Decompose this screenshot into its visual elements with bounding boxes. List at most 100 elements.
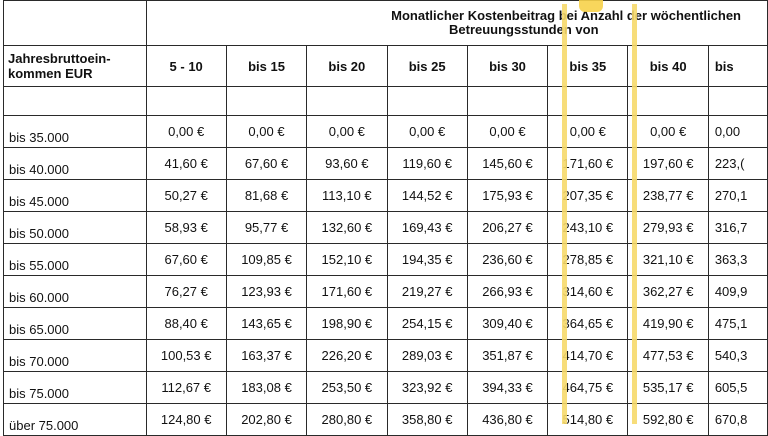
fee-cell: 0,00 €	[547, 115, 629, 148]
fee-cell: 219,27 €	[386, 275, 468, 308]
fee-cell: 0,00 €	[386, 115, 468, 148]
fee-cell: 540,3	[707, 339, 768, 372]
header-corner	[3, 0, 147, 46]
fee-cell: 253,50 €	[306, 371, 388, 404]
fee-cell: 0,00 €	[306, 115, 388, 148]
fee-cell: 145,60 €	[466, 147, 549, 180]
table-row: bis 75.000 112,67 €183,08 €253,50 €323,92…	[3, 371, 768, 404]
fee-cell: 194,35 €	[386, 243, 468, 276]
fee-cell: 88,40 €	[145, 307, 227, 340]
column-header: bis 15	[225, 45, 308, 87]
fee-cell: 279,93 €	[627, 211, 709, 244]
table-row: bis 60.000 76,27 €123,93 €171,60 €219,27 …	[3, 275, 768, 308]
table-row: bis 45.000 50,27 €81,68 €113,10 €144,52 €…	[3, 179, 768, 212]
fee-cell: 202,80 €	[225, 403, 308, 436]
fee-cell: 362,27 €	[627, 275, 709, 308]
fee-cell: 278,85 €	[547, 243, 629, 276]
table-row: bis 40.000 41,60 €67,60 €93,60 €119,60 €1…	[3, 147, 768, 180]
column-header: 5 - 10	[145, 45, 227, 87]
fee-cell: 314,60 €	[547, 275, 629, 308]
fee-cell: 197,60 €	[627, 147, 709, 180]
fee-cell: 316,7	[707, 211, 768, 244]
fee-cell: 351,87 €	[466, 339, 549, 372]
fee-cell: 198,90 €	[306, 307, 388, 340]
fee-cell: 67,60 €	[225, 147, 308, 180]
fee-cell: 144,52 €	[386, 179, 468, 212]
fee-cell: 414,70 €	[547, 339, 629, 372]
table-row: bis 35.000 0,00 €0,00 €0,00 €0,00 €0,00 €…	[3, 115, 768, 148]
column-header: bis 25	[386, 45, 468, 87]
fee-cell: 236,60 €	[466, 243, 549, 276]
table-row: bis 50.000 58,93 €95,77 €132,60 €169,43 €…	[3, 211, 768, 244]
highlight-marker-top	[579, 0, 603, 12]
fee-cell: 592,80 €	[627, 403, 709, 436]
fee-cell: 76,27 €	[145, 275, 227, 308]
fee-cell: 95,77 €	[225, 211, 308, 244]
fee-cell: 605,5	[707, 371, 768, 404]
fee-cell: 243,10 €	[547, 211, 629, 244]
fee-cell: 514,80 €	[547, 403, 629, 436]
fee-cell: 535,17 €	[627, 371, 709, 404]
fee-cell: 670,8	[707, 403, 768, 436]
fee-cell: 266,93 €	[466, 275, 549, 308]
fee-cell: 464,75 €	[547, 371, 629, 404]
fee-cell: 0,00 €	[225, 115, 308, 148]
fee-cell: 0,00	[707, 115, 768, 148]
fee-cell: 143,65 €	[225, 307, 308, 340]
fee-cell: 238,77 €	[627, 179, 709, 212]
fee-cell: 280,80 €	[306, 403, 388, 436]
fee-cell: 206,27 €	[466, 211, 549, 244]
fee-cell: 477,53 €	[627, 339, 709, 372]
income-bracket-label: bis 45.000	[3, 179, 147, 212]
fee-cell: 358,80 €	[386, 403, 468, 436]
fee-table: Monatlicher Kostenbeitrag bei Anzahl der…	[3, 0, 768, 436]
income-column-header: Jahresbruttoein-kommen EUR	[3, 45, 147, 87]
fee-cell: 289,03 €	[386, 339, 468, 372]
column-header: bis	[707, 45, 768, 87]
fee-cell: 394,33 €	[466, 371, 549, 404]
fee-cell: 81,68 €	[225, 179, 308, 212]
fee-cell: 436,80 €	[466, 403, 549, 436]
table-row: bis 55.000 67,60 €109,85 €152,10 €194,35 …	[3, 243, 768, 276]
fee-cell: 363,3	[707, 243, 768, 276]
income-bracket-label: über 75.000	[3, 403, 147, 436]
table-row: bis 70.000 100,53 €163,37 €226,20 €289,03…	[3, 339, 768, 372]
fee-cell: 93,60 €	[306, 147, 388, 180]
fee-cell: 123,93 €	[225, 275, 308, 308]
fee-cell: 0,00 €	[627, 115, 709, 148]
fee-cell: 171,60 €	[547, 147, 629, 180]
fee-cell: 223,(	[707, 147, 768, 180]
column-header: bis 40	[627, 45, 709, 87]
fee-cell: 270,1	[707, 179, 768, 212]
fee-cell: 207,35 €	[547, 179, 629, 212]
group-header-line2: Betreuungsstunden von	[449, 22, 599, 37]
column-header: bis 20	[306, 45, 388, 87]
fee-cell: 475,1	[707, 307, 768, 340]
fee-cell: 124,80 €	[145, 403, 227, 436]
fee-cell: 175,93 €	[466, 179, 549, 212]
income-bracket-label: bis 65.000	[3, 307, 147, 340]
fee-cell: 67,60 €	[145, 243, 227, 276]
fee-cell: 309,40 €	[466, 307, 549, 340]
fee-cell: 419,90 €	[627, 307, 709, 340]
fee-cell: 171,60 €	[306, 275, 388, 308]
income-bracket-label: bis 70.000	[3, 339, 147, 372]
income-bracket-label: bis 35.000	[3, 115, 147, 148]
income-bracket-label: bis 55.000	[3, 243, 147, 276]
fee-cell: 41,60 €	[145, 147, 227, 180]
fee-cell: 0,00 €	[145, 115, 227, 148]
empty-row	[3, 86, 768, 116]
table-row: über 75.000 124,80 €202,80 €280,80 €358,8…	[3, 403, 768, 436]
fee-cell: 364,65 €	[547, 307, 629, 340]
fee-cell: 109,85 €	[225, 243, 308, 276]
fee-cell: 50,27 €	[145, 179, 227, 212]
income-bracket-label: bis 40.000	[3, 147, 147, 180]
fee-cell: 0,00 €	[466, 115, 549, 148]
fee-cell: 119,60 €	[386, 147, 468, 180]
highlight-marker-right	[632, 4, 637, 424]
fee-cell: 169,43 €	[386, 211, 468, 244]
highlight-marker-left	[562, 4, 567, 424]
fee-cell: 254,15 €	[386, 307, 468, 340]
fee-cell: 321,10 €	[627, 243, 709, 276]
income-bracket-label: bis 60.000	[3, 275, 147, 308]
